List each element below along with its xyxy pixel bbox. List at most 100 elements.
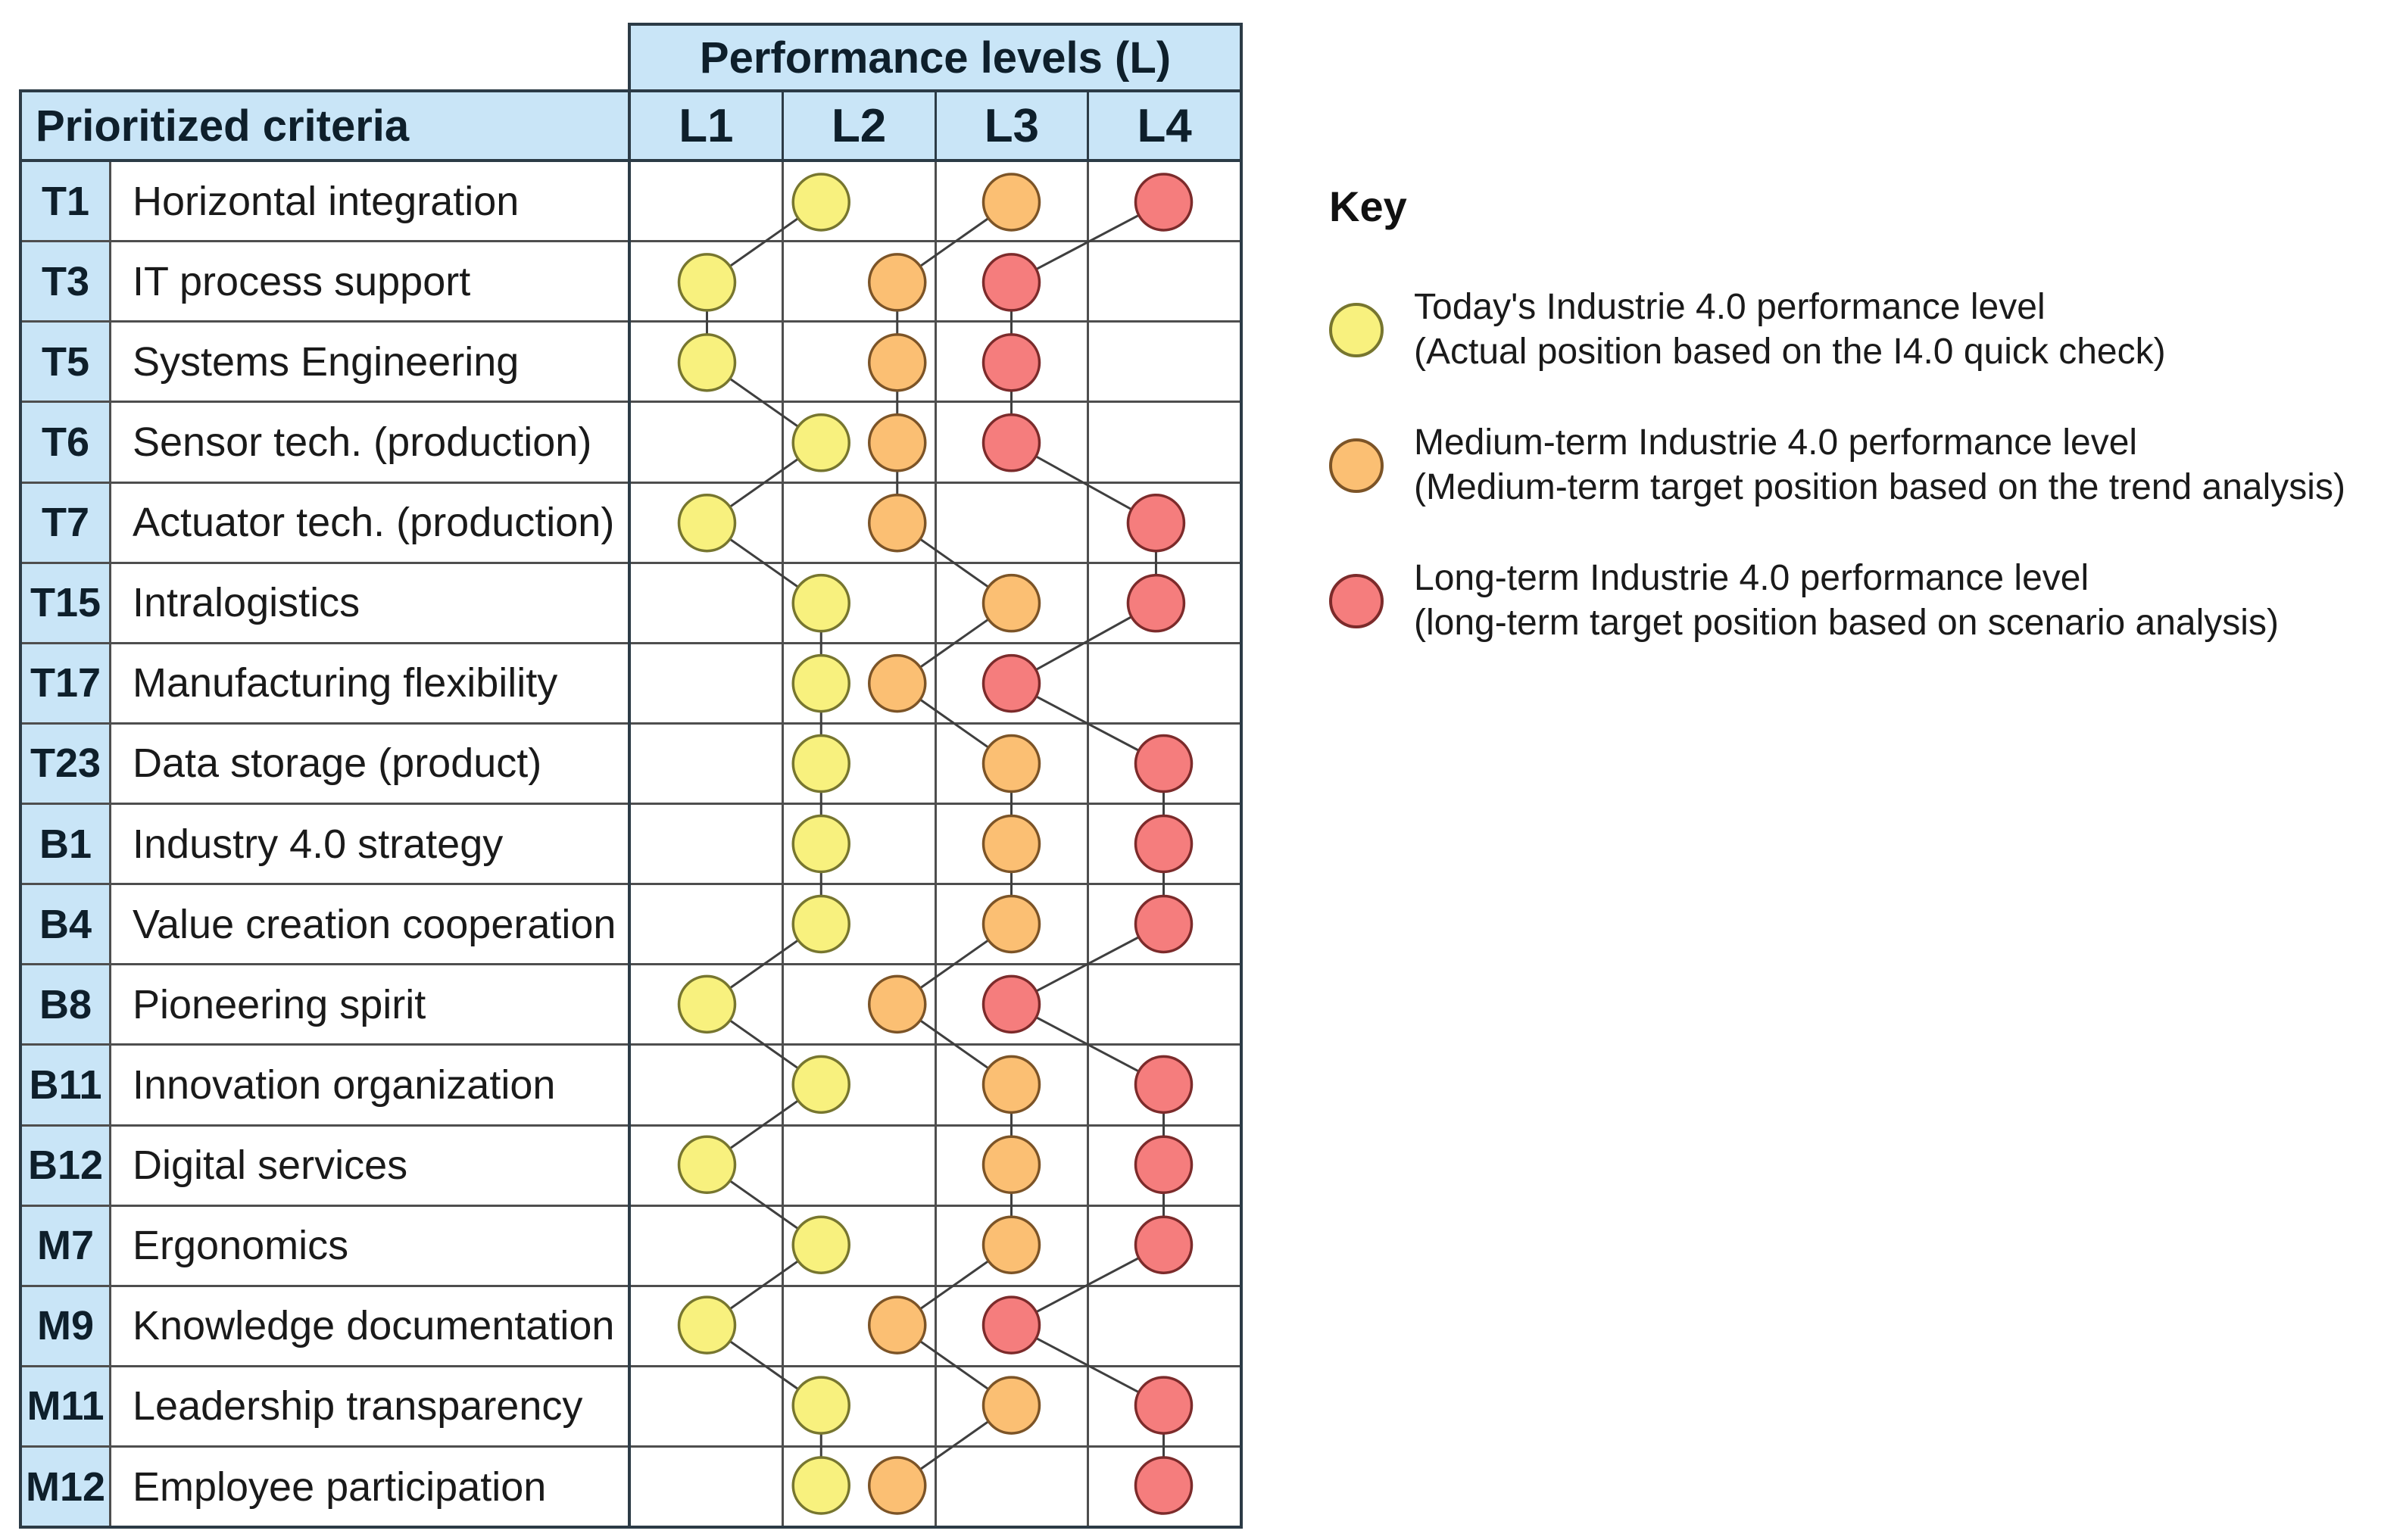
criteria-label-cell: Horizontal integration (133, 178, 520, 224)
criteria-code-cell: T7 (22, 483, 111, 562)
legend-item-line2: (Medium-term target position based on th… (1414, 466, 2345, 507)
level-cell (934, 403, 1088, 482)
criteria-row-b11: B11 Innovation organization (22, 1043, 628, 1124)
level-cell (781, 1367, 935, 1445)
criteria-row-t5: T5 Systems Engineering (22, 320, 628, 401)
matrix-row-t15 (631, 561, 1240, 642)
legend-item-line1: Today's Industrie 4.0 performance level (1414, 287, 2046, 327)
criteria-code-cell: T17 (22, 644, 111, 722)
legend-item-line1: Medium-term Industrie 4.0 performance le… (1414, 422, 2138, 463)
criteria-label-cell: Intralogistics (133, 580, 360, 626)
criteria-row-t23: T23 Data storage (product) (22, 722, 628, 803)
level-cell (781, 965, 935, 1044)
matrix-row-m11 (631, 1364, 1240, 1445)
level-cell (1087, 323, 1240, 401)
criteria-label-cell: Systems Engineering (133, 338, 520, 385)
legend-item-text: Today's Industrie 4.0 performance level(… (1414, 285, 2166, 374)
legend-item-long_term: Long-term Industrie 4.0 performance leve… (1329, 556, 2389, 645)
level-cell (1087, 805, 1240, 884)
level-cell (934, 965, 1088, 1044)
criteria-code-cell: T6 (22, 403, 111, 482)
criteria-code-cell: T23 (22, 724, 111, 803)
criteria-row-t17: T17 Manufacturing flexibility (22, 641, 628, 722)
criteria-row-t15: T15 Intralogistics (22, 561, 628, 642)
level-cell (1087, 644, 1240, 722)
criteria-label-cell: Data storage (product) (133, 740, 542, 787)
level-cell (934, 885, 1088, 964)
matrix-row-b11 (631, 1043, 1240, 1124)
level-cell (631, 1448, 782, 1526)
criteria-label-cell: Actuator tech. (production) (133, 500, 615, 546)
criteria-code-cell: T1 (22, 162, 111, 241)
legend-title: Key (1329, 182, 1407, 230)
level-cell (934, 563, 1088, 642)
legend-item-line1: Long-term Industrie 4.0 performance leve… (1414, 558, 2089, 599)
matrix-row-b8 (631, 963, 1240, 1044)
criteria-label-cell: Value creation cooperation (133, 901, 616, 947)
criteria-row-b1: B1 Industry 4.0 strategy (22, 803, 628, 884)
criteria-code-cell: B12 (22, 1126, 111, 1205)
level-cell (631, 725, 782, 803)
level-cell (934, 1448, 1088, 1526)
level-cell (781, 483, 935, 562)
matrix-row-t5 (631, 320, 1240, 401)
level-cell (781, 403, 935, 482)
level-cell (934, 1206, 1088, 1285)
performance-levels-header: Performance levels (L) (631, 26, 1240, 92)
level-cell (1087, 1046, 1240, 1124)
criteria-label-cell: Manufacturing flexibility (133, 660, 558, 706)
level-cell (781, 162, 935, 241)
level-cell (1087, 242, 1240, 321)
criteria-label-cell: Knowledge documentation (133, 1303, 615, 1349)
level-cell (781, 242, 935, 321)
level-grid-rows (631, 162, 1240, 1526)
legend-marker-today-icon (1329, 302, 1384, 357)
level-cell (781, 563, 935, 642)
criteria-label-cell: Sensor tech. (production) (133, 419, 592, 465)
criteria-row-b12: B12 Digital services (22, 1124, 628, 1205)
level-cell (1087, 885, 1240, 964)
level-cell (631, 484, 782, 562)
level-cell (934, 1126, 1088, 1205)
level-column-headers: L1 L2 L3 L4 (631, 92, 1240, 162)
level-cell (934, 162, 1088, 241)
criteria-label-cell: Industry 4.0 strategy (133, 821, 504, 867)
level-cell (781, 1206, 935, 1285)
legend-marker-medium_term-icon (1329, 438, 1384, 493)
matrix-row-t1 (631, 162, 1240, 241)
level-cell (1087, 403, 1240, 482)
level-cell (781, 1448, 935, 1526)
legend-item-today: Today's Industrie 4.0 performance level(… (1329, 285, 2389, 374)
criteria-table: Prioritized criteria T1 Horizontal integr… (19, 89, 628, 1529)
level-cell (934, 1046, 1088, 1124)
level-column-header-l4: L4 (1087, 92, 1240, 159)
level-cell (934, 1286, 1088, 1365)
level-cell (631, 644, 782, 722)
level-cell (631, 965, 782, 1043)
level-cell (631, 323, 782, 401)
matrix-row-m9 (631, 1284, 1240, 1365)
level-cell (1087, 965, 1240, 1044)
prioritized-criteria-header-label: Prioritized criteria (36, 101, 410, 151)
criteria-code-cell: M7 (22, 1206, 111, 1285)
criteria-code-cell: B8 (22, 965, 111, 1044)
legend-item-line2: (long-term target position based on scen… (1414, 602, 2279, 643)
criteria-row-m9: M9 Knowledge documentation (22, 1284, 628, 1365)
performance-levels-header-label: Performance levels (L) (699, 33, 1172, 83)
criteria-label-cell: Ergonomics (133, 1223, 349, 1269)
level-cell (934, 644, 1088, 722)
level-cell (1087, 483, 1240, 562)
matrix-row-t3 (631, 240, 1240, 321)
criteria-row-t1: T1 Horizontal integration (22, 162, 628, 241)
level-cell (1087, 724, 1240, 803)
level-column-header-l1: L1 (679, 99, 734, 152)
criteria-row-m11: M11 Leadership transparency (22, 1364, 628, 1445)
criteria-code-cell: B1 (22, 805, 111, 884)
level-cell (781, 1126, 935, 1205)
level-cell (934, 323, 1088, 401)
level-cell (781, 644, 935, 722)
criteria-code-cell: T3 (22, 242, 111, 321)
matrix-row-t17 (631, 641, 1240, 722)
level-cell (781, 724, 935, 803)
